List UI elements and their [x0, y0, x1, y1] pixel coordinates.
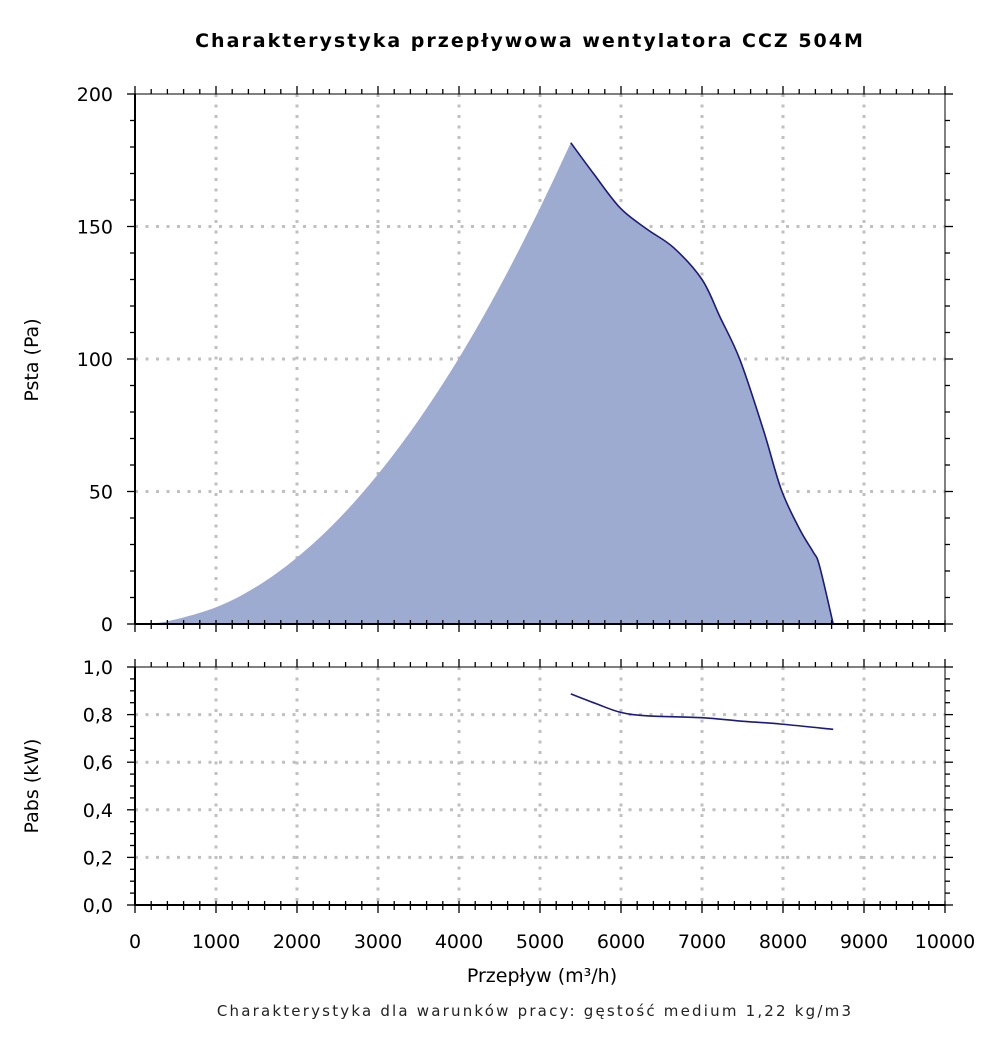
y-tick-label-power: 0,4	[83, 800, 113, 822]
bottom-grid	[135, 667, 945, 905]
y-tick-label-pressure: 100	[77, 349, 113, 371]
x-tick-label: 10000	[915, 931, 975, 953]
y-tick-label-pressure: 50	[89, 482, 113, 504]
x-tick-label: 6000	[597, 931, 645, 953]
x-tick-label: 9000	[840, 931, 888, 953]
x-tick-label: 5000	[516, 931, 564, 953]
footnote: Charakterystyka dla warunków pracy: gęst…	[217, 1002, 853, 1020]
y-axis-title-pressure: Psta (Pa)	[21, 318, 43, 401]
chart-title: Charakterystyka przepływowa wentylatora …	[195, 30, 865, 52]
y-tick-label-power: 1,0	[83, 657, 113, 679]
power-curve	[570, 693, 834, 731]
y-tick-label-power: 0,0	[83, 895, 113, 917]
y-axis-title-power: Pabs (kW)	[21, 739, 43, 834]
x-tick-label: 4000	[435, 931, 483, 953]
axes	[127, 86, 953, 913]
x-tick-label: 0	[129, 931, 141, 953]
pressure-curve	[570, 142, 834, 625]
x-axis-title: Przepływ (m³/h)	[467, 965, 617, 987]
pressure-area-fill	[137, 142, 834, 624]
y-tick-label-pressure: 0	[101, 614, 113, 636]
x-tick-label: 2000	[273, 931, 321, 953]
y-tick-label-power: 0,2	[83, 847, 113, 869]
x-tick-label: 3000	[354, 931, 402, 953]
x-tick-label: 1000	[192, 931, 240, 953]
y-tick-label-power: 0,8	[83, 705, 113, 727]
y-tick-label-power: 0,6	[83, 752, 113, 774]
y-tick-label-pressure: 150	[77, 217, 113, 239]
x-tick-label: 7000	[678, 931, 726, 953]
y-tick-label-pressure: 200	[77, 84, 113, 106]
x-tick-label: 8000	[759, 931, 807, 953]
tick-labels: 0 1000 2000 3000 4000 5000 6000 7000 8000 9000 100…	[77, 84, 975, 953]
